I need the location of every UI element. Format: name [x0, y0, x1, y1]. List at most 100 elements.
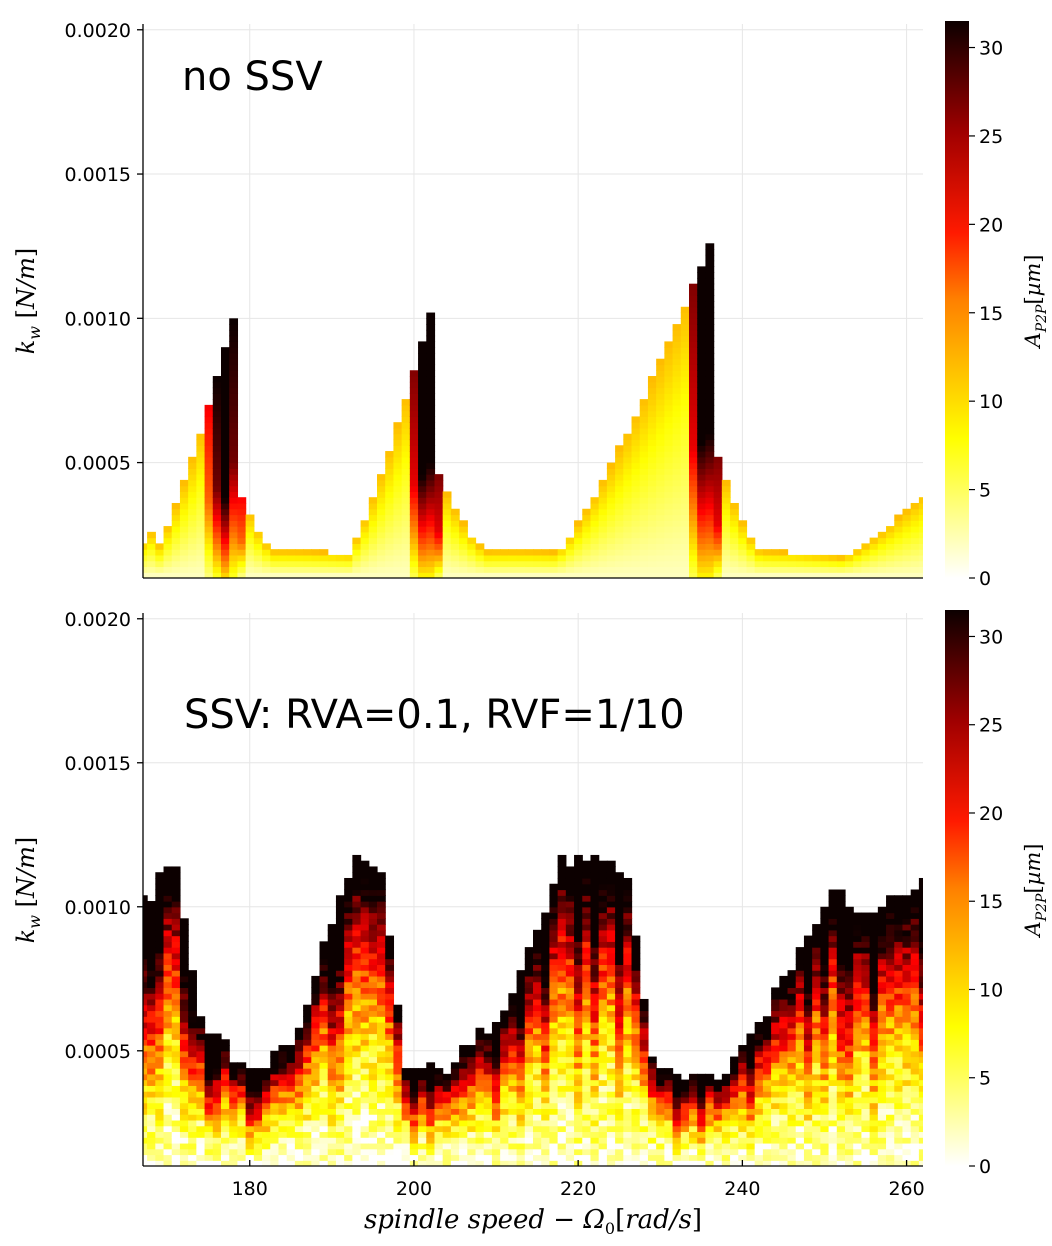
heatmap-cell — [894, 1056, 904, 1063]
heatmap-cell — [360, 1010, 370, 1017]
heatmap-cell — [319, 1137, 329, 1144]
heatmap-cell — [179, 1142, 189, 1150]
heatmap-cell — [278, 1148, 288, 1156]
heatmap-cell — [779, 1033, 789, 1040]
heatmap-cell — [590, 866, 600, 873]
heatmap-cell — [623, 975, 633, 983]
heatmap-cell — [861, 1108, 871, 1115]
heatmap-cell — [845, 1016, 854, 1023]
heatmap-cell — [352, 883, 362, 891]
heatmap-cell — [672, 508, 682, 516]
heatmap-cell — [647, 462, 657, 469]
heatmap-cell — [426, 393, 436, 400]
heatmap-cell — [762, 1039, 772, 1046]
heatmap-cell — [229, 1142, 239, 1150]
heatmap-cell — [631, 947, 641, 954]
heatmap-cell — [762, 1056, 772, 1063]
heatmap-cell — [426, 381, 436, 389]
heatmap-cell — [360, 1091, 370, 1098]
heatmap-cell — [886, 929, 895, 937]
heatmap-cell — [689, 439, 698, 446]
heatmap-cell — [869, 924, 879, 931]
heatmap-cell — [483, 1073, 493, 1081]
heatmap-cell — [565, 1125, 575, 1133]
heatmap-cell — [147, 1108, 156, 1115]
heatmap-cell — [335, 1137, 345, 1144]
heatmap-cell — [631, 1154, 641, 1161]
heatmap-cell — [828, 998, 838, 1006]
heatmap-cell — [656, 410, 665, 418]
heatmap-cell — [672, 1119, 682, 1127]
heatmap-cell — [360, 1137, 370, 1144]
heatmap-cell — [426, 526, 436, 533]
heatmap-cell — [524, 1125, 534, 1133]
heatmap-cell — [615, 1142, 624, 1150]
heatmap-cell — [689, 364, 698, 371]
heatmap-cell — [845, 1004, 854, 1012]
heatmap-cell — [385, 479, 395, 487]
heatmap-cell — [574, 895, 583, 902]
heatmap-cell — [565, 998, 575, 1006]
heatmap-cell — [910, 1010, 920, 1017]
heatmap-cell — [902, 526, 912, 533]
heatmap-cell — [631, 1142, 641, 1150]
heatmap-cell — [491, 1021, 501, 1029]
heatmap-cell — [143, 1056, 148, 1063]
heatmap-cell — [812, 1148, 821, 1156]
heatmap-cell — [861, 993, 871, 1000]
heatmap-cell — [143, 918, 148, 925]
heatmap-cell — [886, 935, 895, 942]
heatmap-cell — [204, 433, 214, 441]
heatmap-cell — [270, 1085, 280, 1092]
heatmap-cell — [163, 935, 173, 942]
heatmap-cell — [582, 1033, 592, 1040]
heatmap-cell — [360, 1039, 370, 1046]
heatmap-cell — [738, 554, 748, 562]
heatmap-cell — [721, 520, 731, 527]
heatmap-cell — [188, 1068, 197, 1075]
heatmap-cell — [697, 347, 707, 354]
heatmap-cell — [377, 958, 386, 965]
heatmap-cell — [557, 1033, 567, 1040]
heatmap-cell — [179, 1160, 189, 1166]
heatmap-cell — [606, 895, 616, 902]
heatmap-cell — [434, 531, 444, 539]
y-tick-label: 0.0010 — [65, 897, 131, 919]
heatmap-cell — [385, 514, 395, 521]
heatmap-cell — [845, 1079, 854, 1086]
heatmap-cell — [270, 1050, 280, 1058]
heatmap-cell — [812, 1108, 821, 1115]
heatmap-cell — [910, 520, 920, 527]
heatmap-cell — [188, 456, 197, 464]
heatmap-cell — [188, 468, 197, 475]
heatmap-cell — [639, 456, 649, 464]
heatmap-cell — [155, 987, 165, 994]
heatmap-cell — [697, 416, 707, 423]
heatmap-cell — [385, 1102, 395, 1109]
heatmap-cell — [426, 491, 436, 498]
heatmap-cell — [647, 474, 657, 481]
heatmap-cell — [680, 410, 690, 418]
heatmap-cell — [196, 1050, 206, 1058]
heatmap-cell — [311, 1091, 321, 1098]
heatmap-cell — [746, 1154, 756, 1161]
heatmap-cell — [606, 1079, 616, 1086]
heatmap-cell — [886, 560, 895, 568]
heatmap-cell — [360, 1114, 370, 1121]
heatmap-cell — [442, 554, 452, 562]
heatmap-cell — [426, 572, 436, 578]
heatmap-cell — [656, 1119, 665, 1127]
heatmap-cell — [623, 1079, 633, 1086]
heatmap-cell — [409, 404, 419, 412]
heatmap-cell — [377, 526, 386, 533]
heatmap-cell — [541, 970, 551, 977]
heatmap-cell — [672, 364, 682, 371]
heatmap-cell — [656, 1160, 665, 1166]
heatmap-cell — [143, 964, 148, 971]
heatmap-cell — [344, 941, 353, 948]
heatmap-cell — [779, 1085, 789, 1092]
heatmap-cell — [861, 1050, 871, 1058]
heatmap-cell — [812, 935, 821, 942]
heatmap-cell — [590, 537, 600, 544]
heatmap-cell — [828, 1102, 838, 1109]
